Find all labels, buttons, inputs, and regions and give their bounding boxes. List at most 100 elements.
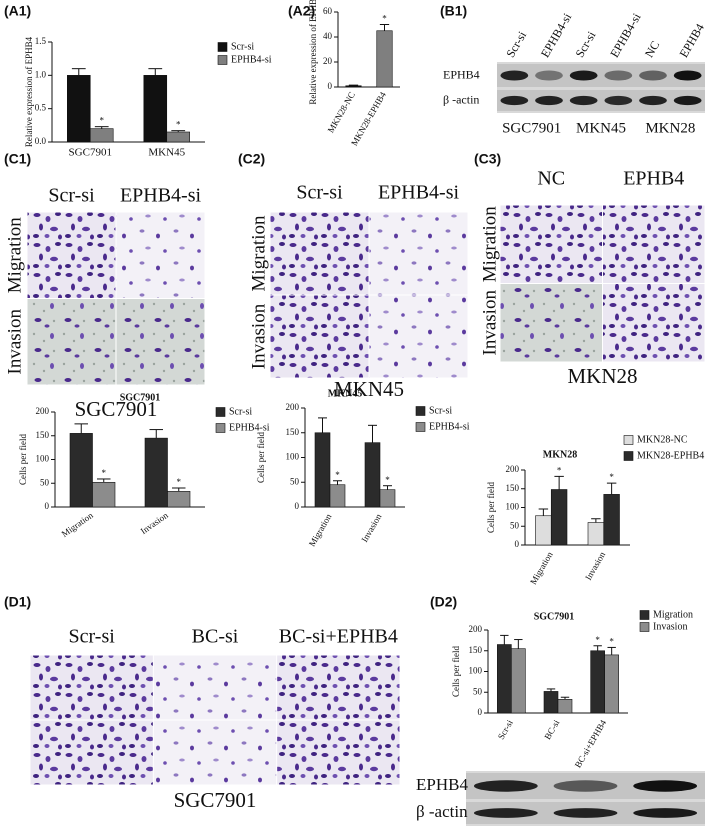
bar (329, 484, 346, 508)
column-label: BC-si+EPHB4 (279, 626, 398, 648)
micrograph (30, 655, 153, 720)
y-tick-label: 0 (515, 539, 520, 549)
bar (557, 699, 573, 714)
bar (497, 644, 512, 714)
panel-label: (D1) (4, 594, 31, 610)
micrograph (116, 212, 205, 298)
x-tick-label: MKN45 (148, 147, 185, 159)
blot-band (473, 780, 538, 792)
lane-label: EPHB4 (677, 21, 707, 60)
micrograph (30, 720, 153, 785)
blot-band (553, 808, 618, 818)
bar (587, 522, 605, 546)
image-caption: MKN45 (334, 377, 404, 401)
x-tick-label: Scr-si (496, 718, 515, 741)
lane-label: EPHB4-si (607, 10, 644, 60)
x-tick-label: SGC7901 (69, 147, 112, 159)
blot-band (673, 70, 702, 81)
blot-row-label: EPHB4 (416, 775, 468, 794)
panel-label: (A2) (288, 3, 315, 19)
column-label: EPHB4-si (120, 185, 202, 207)
micrograph (603, 205, 705, 283)
bar (143, 75, 168, 143)
micrograph (500, 205, 602, 283)
y-axis-label: Cells per field (486, 482, 496, 533)
legend-label: Scr-si (229, 406, 252, 417)
bar (69, 433, 93, 508)
legend-swatch (217, 55, 228, 65)
legend-swatch (415, 406, 426, 416)
bar (89, 128, 114, 143)
legend-label: EPHB4-si (429, 421, 470, 432)
y-tick-label: 40 (323, 31, 333, 41)
y-tick-label: 0.5 (35, 103, 47, 113)
micrograph (153, 655, 277, 720)
bar (511, 648, 526, 714)
micrograph (27, 299, 116, 385)
blot-band (569, 95, 598, 106)
blot-row-label: EPHB4 (443, 67, 480, 81)
significance: * (595, 635, 600, 645)
y-tick-label: 100 (506, 502, 520, 512)
column-label: EPHB4-si (378, 182, 460, 204)
bar (604, 654, 619, 714)
micrograph (116, 299, 205, 385)
blot-band (535, 70, 563, 81)
y-tick-label: 0 (478, 707, 483, 717)
lane-label: NC (642, 38, 662, 59)
cell-line-label: SGC7901 (502, 120, 561, 136)
bar (550, 489, 568, 546)
y-tick-label: 20 (323, 56, 333, 66)
panel-label: (D2) (430, 594, 457, 610)
blot-band (639, 70, 667, 81)
lane-label: Scr-si (503, 28, 529, 60)
y-axis-label: Relative expression of EPHB4 (24, 36, 34, 147)
blot-band (473, 808, 538, 818)
panel-label: (A1) (4, 3, 31, 19)
x-tick-label: Invasion (359, 512, 383, 544)
x-tick-label: Migration (307, 512, 334, 549)
bar (379, 489, 396, 508)
y-tick-label: 150 (506, 483, 520, 493)
legend-label: MKN28-NC (637, 434, 688, 445)
y-tick-label: 1.5 (35, 36, 47, 46)
micrograph (369, 295, 468, 378)
y-tick-label: 50 (473, 686, 483, 696)
legend-swatch (623, 435, 634, 445)
legend-label: EPHB4-si (229, 422, 270, 433)
column-label: Scr-si (69, 626, 116, 648)
row-label: Invasion (4, 309, 25, 375)
legend-label: MKN28-EPHB4 (637, 450, 704, 461)
y-tick-label: 200 (286, 402, 300, 412)
x-tick-label: Invasion (139, 510, 171, 536)
blot-band (535, 95, 563, 106)
y-tick-label: 0 (328, 81, 333, 91)
blot-band (633, 780, 698, 792)
blot-strip (497, 90, 705, 111)
bar (314, 432, 331, 508)
y-tick-label: 200 (469, 624, 483, 634)
legend-label: Invasion (653, 621, 687, 632)
y-tick-label: 0 (295, 501, 300, 511)
micrograph (270, 212, 369, 295)
bar (144, 437, 168, 508)
y-tick-label: 150 (469, 645, 483, 655)
blot-band (500, 70, 529, 81)
y-tick-label: 50 (290, 476, 300, 486)
significance: * (609, 472, 614, 482)
significance: * (382, 14, 387, 24)
row-label: Invasion (248, 303, 269, 369)
panel-label: (C3) (474, 151, 501, 167)
y-tick-label: 50 (510, 520, 520, 530)
lane-label: Scr-si (573, 28, 599, 60)
micrograph (603, 284, 705, 362)
legend-swatch (215, 423, 226, 433)
bar (543, 691, 559, 714)
y-axis-label: Relative expression of EPHB4 (308, 0, 318, 105)
blot-band (633, 808, 698, 818)
micrograph (369, 212, 468, 295)
blot-band (604, 95, 633, 106)
x-tick-label: Migration (528, 550, 555, 587)
significance: * (176, 120, 181, 130)
chart-title: MKN28 (543, 449, 577, 460)
